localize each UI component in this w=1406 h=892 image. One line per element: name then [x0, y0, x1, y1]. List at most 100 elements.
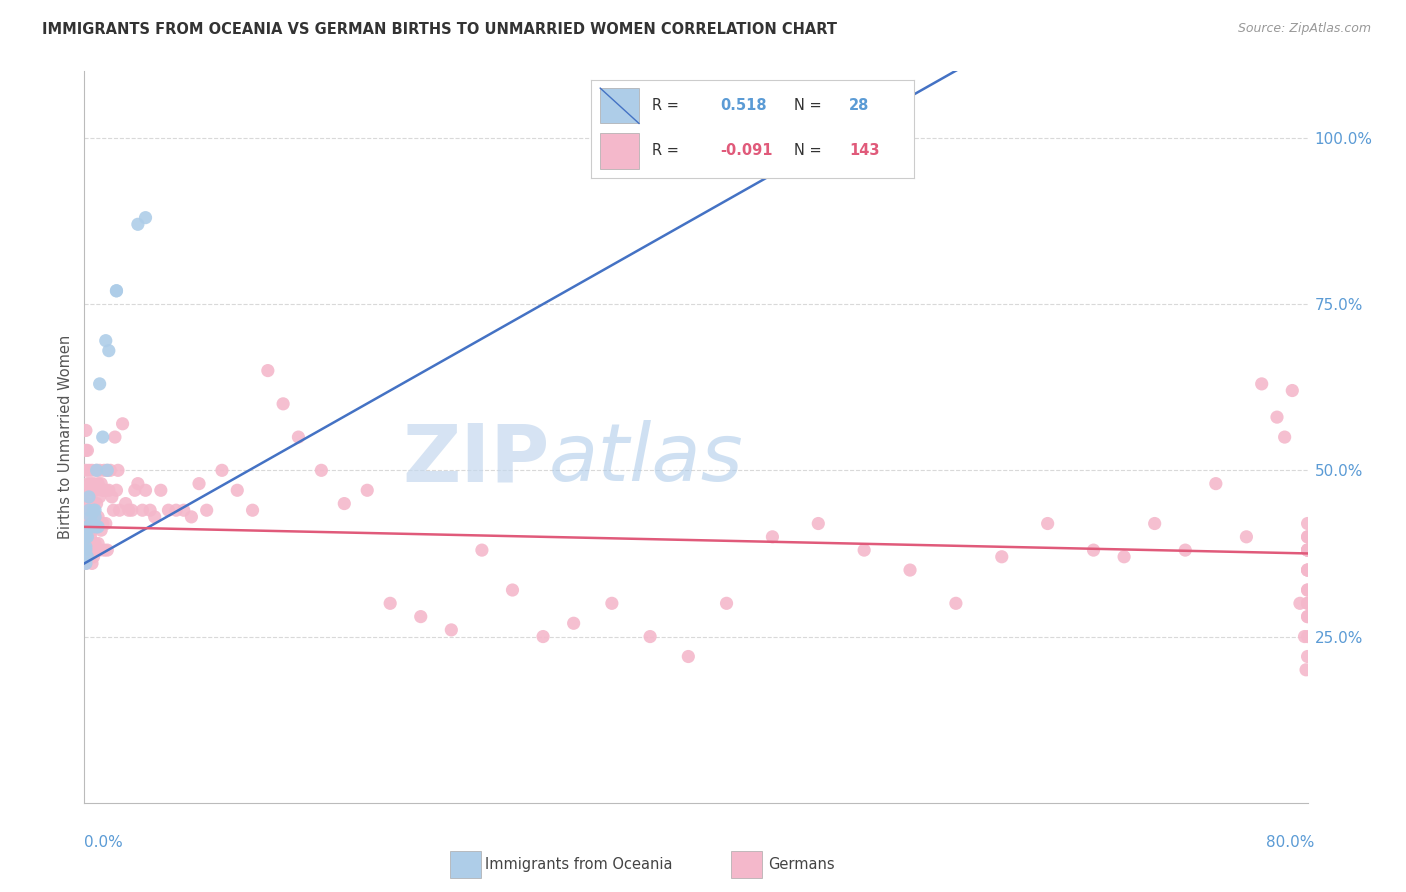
Point	[89, 376, 111, 391]
Point	[257, 363, 280, 377]
Point	[1296, 530, 1319, 544]
Point	[107, 463, 129, 477]
Point	[103, 503, 125, 517]
Point	[1205, 476, 1227, 491]
Point	[716, 596, 738, 610]
Point	[531, 630, 554, 644]
Point	[1296, 582, 1319, 597]
Point	[991, 549, 1014, 564]
Point	[75, 557, 97, 571]
Point	[157, 503, 180, 517]
Point	[93, 543, 115, 558]
Point	[97, 483, 120, 498]
Point	[87, 476, 110, 491]
Point	[180, 509, 202, 524]
Text: N =: N =	[794, 144, 827, 159]
Point	[127, 217, 149, 231]
Point	[75, 483, 97, 498]
Point	[75, 463, 97, 477]
Point	[1274, 430, 1296, 444]
Point	[1281, 384, 1303, 398]
Point	[149, 483, 172, 498]
Point	[101, 490, 124, 504]
Point	[76, 476, 98, 491]
Point	[86, 520, 108, 534]
Point	[853, 543, 876, 558]
Text: IMMIGRANTS FROM OCEANIA VS GERMAN BIRTHS TO UNMARRIED WOMEN CORRELATION CHART: IMMIGRANTS FROM OCEANIA VS GERMAN BIRTHS…	[42, 22, 837, 37]
Point	[139, 503, 162, 517]
Text: 80.0%: 80.0%	[1267, 836, 1315, 850]
Point	[165, 503, 187, 517]
Point	[77, 523, 100, 537]
Point	[1036, 516, 1059, 531]
Point	[96, 463, 118, 477]
Point	[76, 520, 98, 534]
Point	[678, 649, 700, 664]
Point	[898, 563, 921, 577]
Text: Source: ZipAtlas.com: Source: ZipAtlas.com	[1237, 22, 1371, 36]
Point	[75, 549, 97, 564]
Point	[105, 483, 128, 498]
Point	[83, 536, 105, 550]
Point	[380, 596, 402, 610]
Point	[1174, 543, 1197, 558]
Point	[1296, 543, 1319, 558]
Point	[87, 536, 110, 550]
Point	[502, 582, 524, 597]
Point	[1294, 630, 1316, 644]
Point	[1296, 543, 1319, 558]
Point	[83, 497, 105, 511]
Point	[80, 523, 103, 537]
Point	[75, 443, 97, 458]
Point	[75, 530, 97, 544]
Point	[226, 483, 249, 498]
Point	[143, 509, 166, 524]
Point	[77, 509, 100, 524]
Point	[76, 543, 98, 558]
Point	[135, 211, 157, 225]
Point	[80, 543, 103, 558]
Point	[409, 609, 432, 624]
Point	[86, 463, 108, 477]
Text: R =: R =	[652, 144, 683, 159]
Point	[84, 503, 107, 517]
Point	[638, 630, 661, 644]
Point	[75, 543, 97, 558]
Point	[135, 483, 157, 498]
Point	[1143, 516, 1166, 531]
Point	[76, 530, 98, 544]
Text: ZIP: ZIP	[402, 420, 550, 498]
Point	[124, 483, 146, 498]
Point	[127, 476, 149, 491]
Point	[84, 509, 107, 524]
Point	[91, 430, 114, 444]
Point	[97, 343, 120, 358]
Point	[75, 530, 97, 544]
Point	[188, 476, 211, 491]
Point	[1295, 663, 1317, 677]
Point	[80, 557, 103, 571]
Point	[79, 476, 101, 491]
Point	[333, 497, 356, 511]
Point	[600, 596, 623, 610]
Point	[96, 543, 118, 558]
Point	[114, 497, 136, 511]
Point	[1296, 609, 1319, 624]
Point	[80, 463, 103, 477]
Text: R =: R =	[652, 98, 683, 113]
Text: -0.091: -0.091	[720, 144, 772, 159]
Point	[1296, 543, 1319, 558]
Point	[80, 516, 103, 531]
Point	[79, 530, 101, 544]
Point	[242, 503, 264, 517]
Point	[75, 503, 97, 517]
Text: atlas: atlas	[550, 420, 744, 498]
Point	[1296, 563, 1319, 577]
Point	[440, 623, 463, 637]
Point	[83, 503, 105, 517]
Point	[76, 443, 98, 458]
Point	[1083, 543, 1105, 558]
Point	[1296, 630, 1319, 644]
Point	[83, 476, 105, 491]
Point	[91, 516, 114, 531]
